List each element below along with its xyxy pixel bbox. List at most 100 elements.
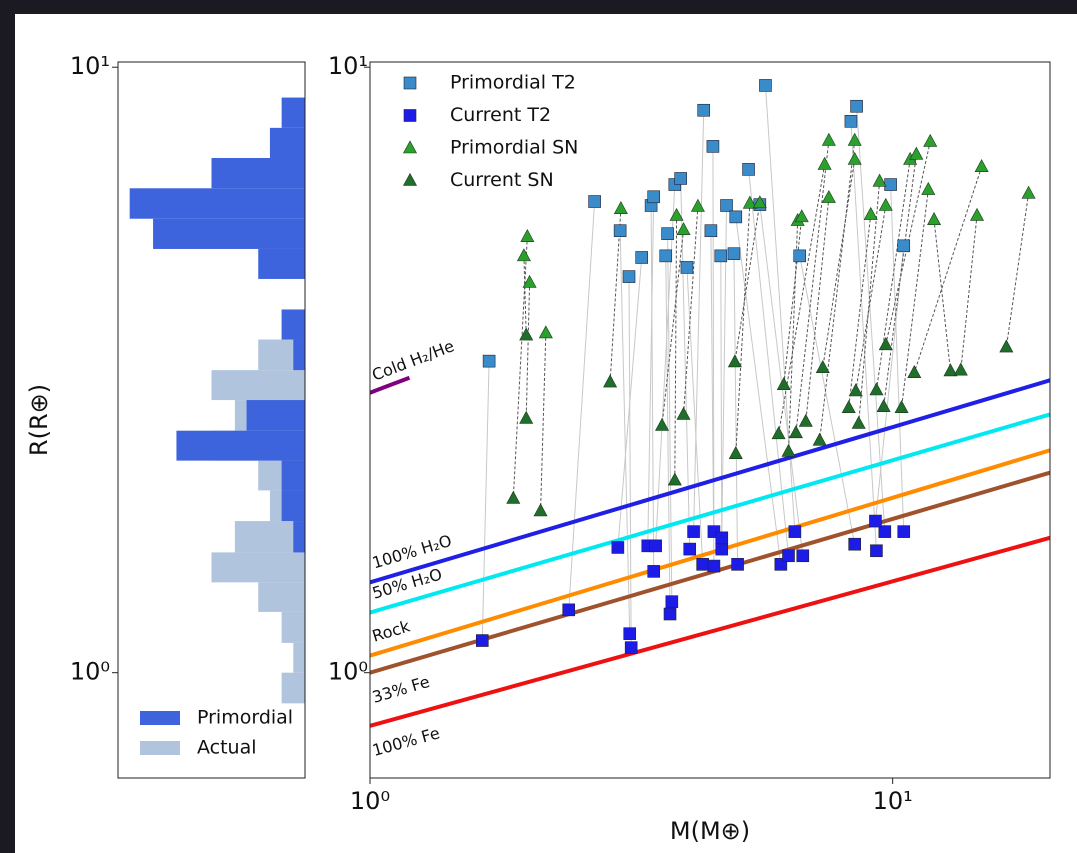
evolution-track [712,146,715,532]
data-point [796,549,810,563]
composition-line [370,412,1050,615]
hist-bar [293,339,305,371]
data-point [870,544,883,558]
y-tick-label: 10¹ [70,52,110,80]
data-point [999,339,1014,353]
evolution-track [481,361,490,641]
data-point [788,525,802,538]
data-point [647,190,661,204]
evolution-track [819,140,856,441]
data-point [821,132,836,146]
data-point [897,239,911,253]
hist-bar [211,552,305,583]
data-point [847,132,862,146]
evolution-track [788,220,799,452]
evolution-track [674,215,678,481]
evolution-track [783,216,803,385]
data-point [974,159,989,172]
data-point [667,472,682,486]
evolution-track [720,255,723,550]
data-point [588,195,601,208]
evolution-track [734,202,761,363]
data-point [655,417,670,431]
data-point [921,181,936,195]
evolution-track [655,184,676,546]
data-point [482,354,496,368]
legend-label: Current SN [450,169,554,191]
legend-label: Primordial SN [450,137,578,159]
axes-frame [117,61,306,779]
data-point [661,227,674,240]
data-point [771,426,786,440]
evolution-track [568,201,596,610]
hist-bar [258,248,305,279]
evolution-track [858,181,881,424]
data-point [533,503,548,517]
data-point [674,172,687,185]
evolution-track [667,233,673,602]
data-point [715,531,729,545]
data-point [863,206,878,220]
data-point [923,133,938,147]
data-point [516,248,531,262]
data-point [872,173,887,187]
evolution-track [822,159,856,368]
legend-marker [402,140,418,154]
data-point [847,151,862,165]
data-point [663,607,677,621]
data-point [647,565,661,578]
plot-area [370,79,1050,728]
evolution-track [913,166,983,373]
evolution-track [628,276,632,648]
hist-bar [269,127,305,159]
hist-bar [176,430,305,461]
evolution-track [901,189,929,408]
hist-bar [129,188,305,219]
legend-label: Primordial [197,707,293,729]
data-point [522,274,537,288]
evolution-track [661,229,685,426]
hist-bar [281,309,305,340]
data-point [798,413,813,427]
hist-bar [293,521,305,553]
data-point [927,212,942,225]
evolution-track [650,205,655,572]
evolution-track [735,203,751,454]
hist-bar [258,582,305,612]
composition-line [370,375,411,395]
data-point [844,115,858,128]
data-point [884,178,897,191]
data-point [613,201,628,214]
data-point [624,641,638,654]
y-tick-label: 10⁰ [70,658,110,686]
hist-bar [281,97,305,128]
evolution-track [1005,193,1030,348]
composition-line [370,378,1050,585]
hist-bar [281,611,305,643]
data-point [520,229,535,242]
data-point [727,354,742,368]
legend-marker [403,109,417,122]
evolution-track [799,255,856,545]
evolution-track [759,204,804,556]
evolution-track [617,257,643,548]
data-point [943,363,958,377]
evolution-track [693,110,705,532]
evolution-track [733,253,739,565]
data-point [781,443,796,457]
data-point [841,400,856,413]
data-point [782,549,795,563]
composition-line [370,535,1050,728]
axes-frame [369,61,1051,779]
evolution-track [805,197,830,422]
data-point [1021,185,1036,199]
x-tick-label: 10¹ [873,787,913,815]
hist-bar [293,642,305,673]
data-point [506,490,521,504]
data-point [876,399,891,412]
data-point [752,195,767,209]
data-point [812,432,827,446]
legend-label: Actual [197,737,257,759]
